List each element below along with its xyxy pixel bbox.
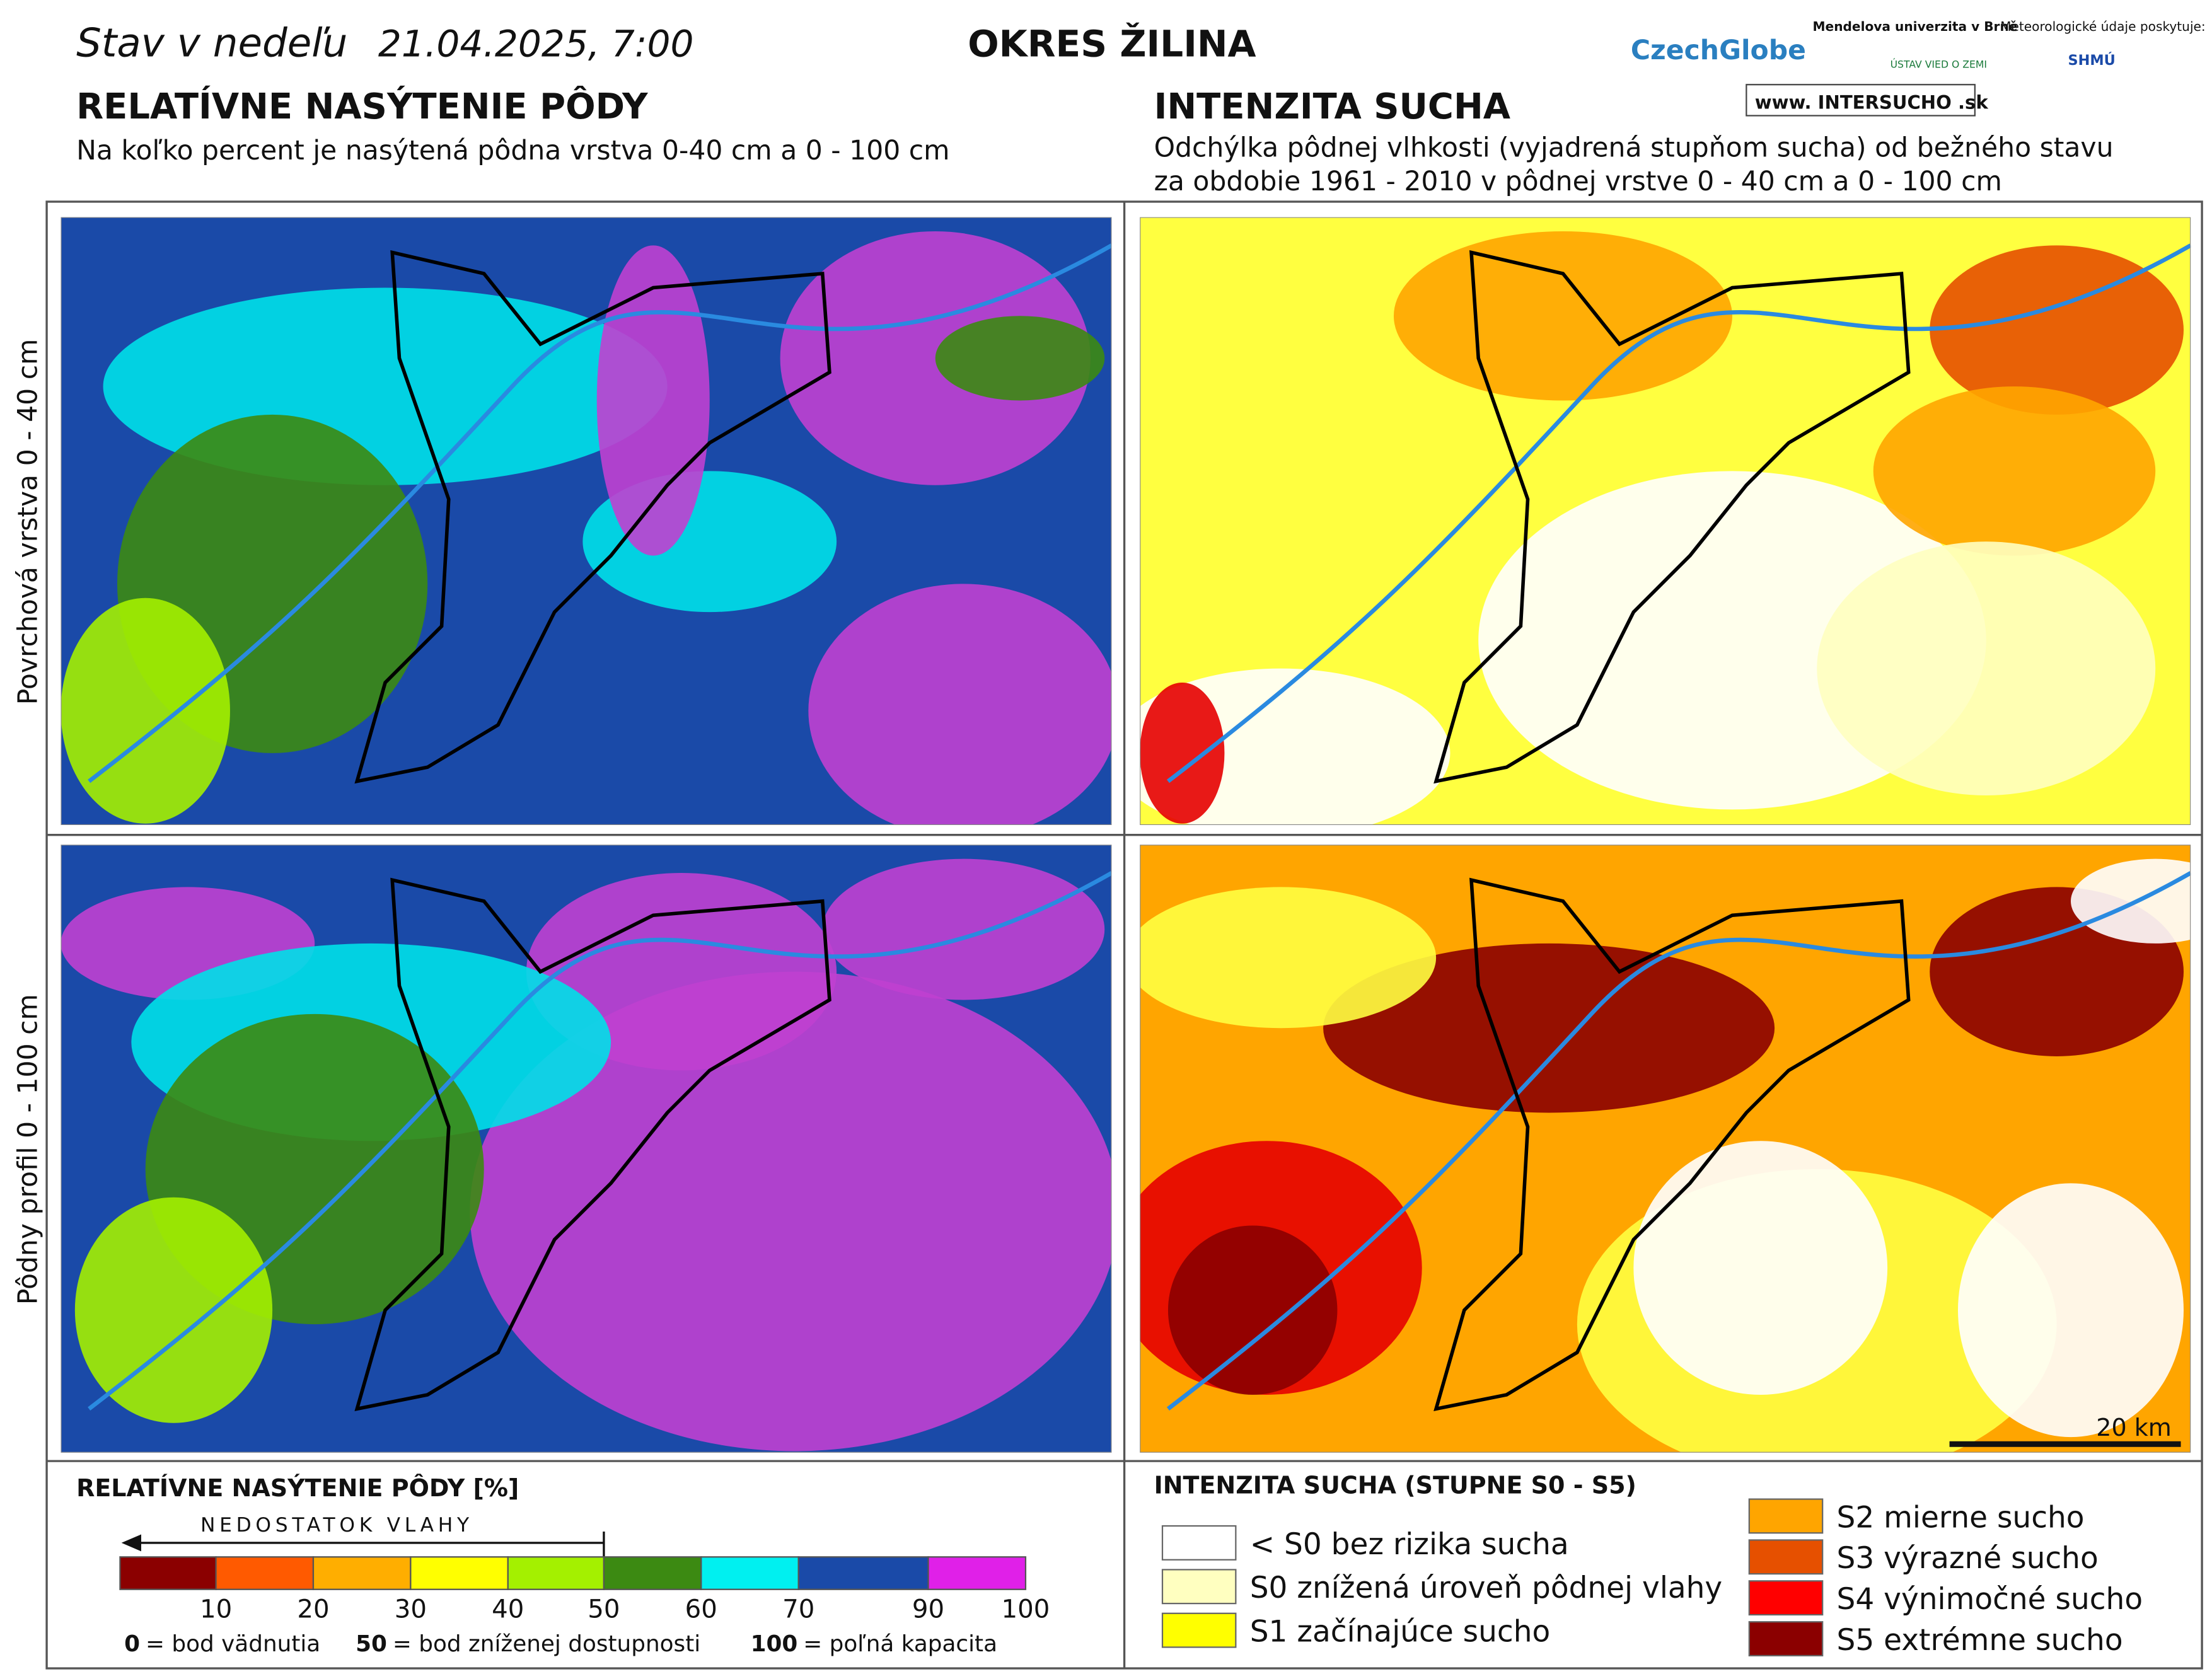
right-title: INTENZITA SUCHA [1154,86,1510,127]
map-area [61,597,230,824]
legend-label: S5 extrémne sucho [1837,1623,2123,1658]
legend-left-title: RELATÍVNE NASÝTENIE PÔDY [%] [76,1474,519,1502]
class-tick: 70 [782,1595,814,1624]
map [1140,217,2191,825]
note-text: = bod zníženej dostupnosti [393,1631,700,1657]
row-label: Povrchová vrstva 0 - 40 cm [13,339,43,705]
date: 21.04.2025, 7:00 [378,23,694,66]
map-area [1323,943,1775,1113]
map-area [1957,1183,2184,1438]
class-tick: 40 [492,1595,524,1624]
left-subtitle: Na koľko percent je nasýtená pôdna vrstv… [76,136,949,166]
color-class [927,1556,1027,1590]
map-area [1393,231,1732,401]
arrow-head [121,1534,141,1552]
note-value: 50 [356,1631,387,1657]
note-value: 0 [124,1631,140,1657]
map-area [822,858,1105,1000]
arrow-label: NEDOSTATOK VLAHY [200,1514,473,1537]
map-area [1140,682,1225,824]
scale-label: 20 km [2096,1414,2172,1441]
row-label: Pôdny profil 0 - 100 cm [13,994,43,1305]
map-area [935,316,1105,401]
color-class [797,1556,929,1590]
logo-shmu: SHMÚ [2068,51,2116,69]
color-class [215,1556,315,1590]
color-class [507,1556,605,1590]
map [61,217,1112,825]
legend-note: 100 = poľná kapacita [751,1631,997,1657]
legend-note: 0 = bod vädnutia [124,1631,320,1657]
class-tick: 10 [200,1595,232,1624]
color-class [312,1556,412,1590]
map [1140,845,2191,1453]
map-area [1140,887,1437,1029]
map-area [596,245,710,556]
left-title: RELATÍVNE NASÝTENIE PÔDY [76,86,649,127]
web-box [1746,84,1976,117]
legend-label: < S0 bez rizika sucha [1250,1527,1569,1562]
map-area [808,584,1112,825]
legend-swatch [1161,1612,1237,1648]
class-tick: 50 [588,1595,620,1624]
class-tick: 60 [685,1595,717,1624]
right-subtitle: za obdobie 1961 - 2010 v pôdnej vrstve 0… [1154,166,2002,197]
river [1166,243,2191,783]
color-class [700,1556,799,1590]
district-border [354,877,831,1411]
legend-swatch [1748,1498,1824,1534]
date-label: Stav v nedeľu [76,20,347,66]
river [1166,871,2191,1411]
legend-swatch [1748,1580,1824,1616]
river [88,243,1112,783]
color-class [119,1556,217,1590]
note-text: = poľná kapacita [803,1631,997,1657]
class-tick: 20 [297,1595,329,1624]
color-class [603,1556,702,1590]
class-tick: 100 [1002,1595,1050,1624]
legend-swatch [1161,1569,1237,1605]
color-class [410,1556,509,1590]
map-area [1930,245,2184,415]
map-area [1817,541,2156,795]
map-area [1633,1141,1888,1395]
logo-meteo: Meteorologické údaje poskytuje: [2000,19,2206,34]
legend-label: S0 znížená úroveň pôdnej vlahy [1250,1571,1723,1605]
legend-label: S4 výnimočné sucho [1837,1582,2143,1617]
logo-uvz: ÚSTAV VIED O ZEMI [1891,58,1987,70]
district-border [1433,250,1911,784]
maps [61,217,2191,1453]
river [88,871,1112,1411]
map-area [1873,386,2156,556]
logo-mendel: Mendelova univerzita v Brně [1813,19,2018,34]
logo-czechglobe: CzechGlobe [1631,35,1806,66]
legend-right-title: INTENZITA SUCHA (STUPNE S0 - S5) [1154,1472,1636,1499]
map-area [1167,1225,1338,1395]
note-value: 100 [751,1631,798,1657]
legend-swatch [1748,1621,1824,1657]
legend-label: S1 začínajúce sucho [1250,1615,1551,1649]
district-border [1433,877,1911,1411]
logo-web: www. INTERSUCHO .sk [1755,91,1989,113]
class-tick: 30 [395,1595,427,1624]
map [61,845,1112,1453]
map-area [2071,858,2191,944]
note-text: = bod vädnutia [146,1631,320,1657]
legend-swatch [1748,1539,1824,1575]
legend-label: S3 výrazné sucho [1837,1541,2099,1576]
class-tick: 90 [912,1595,944,1624]
legend-label: S2 mierne sucho [1837,1500,2085,1535]
map-area [74,1197,273,1423]
right-subtitle: Odchýlka pôdnej vlhkosti (vyjadrená stup… [1154,132,2114,163]
legend-swatch [1161,1525,1237,1561]
map-area [470,971,1112,1452]
district: OKRES ŽILINA [968,22,1256,66]
legend-note: 50 = bod zníženej dostupnosti [356,1631,700,1657]
district-border [354,250,831,784]
